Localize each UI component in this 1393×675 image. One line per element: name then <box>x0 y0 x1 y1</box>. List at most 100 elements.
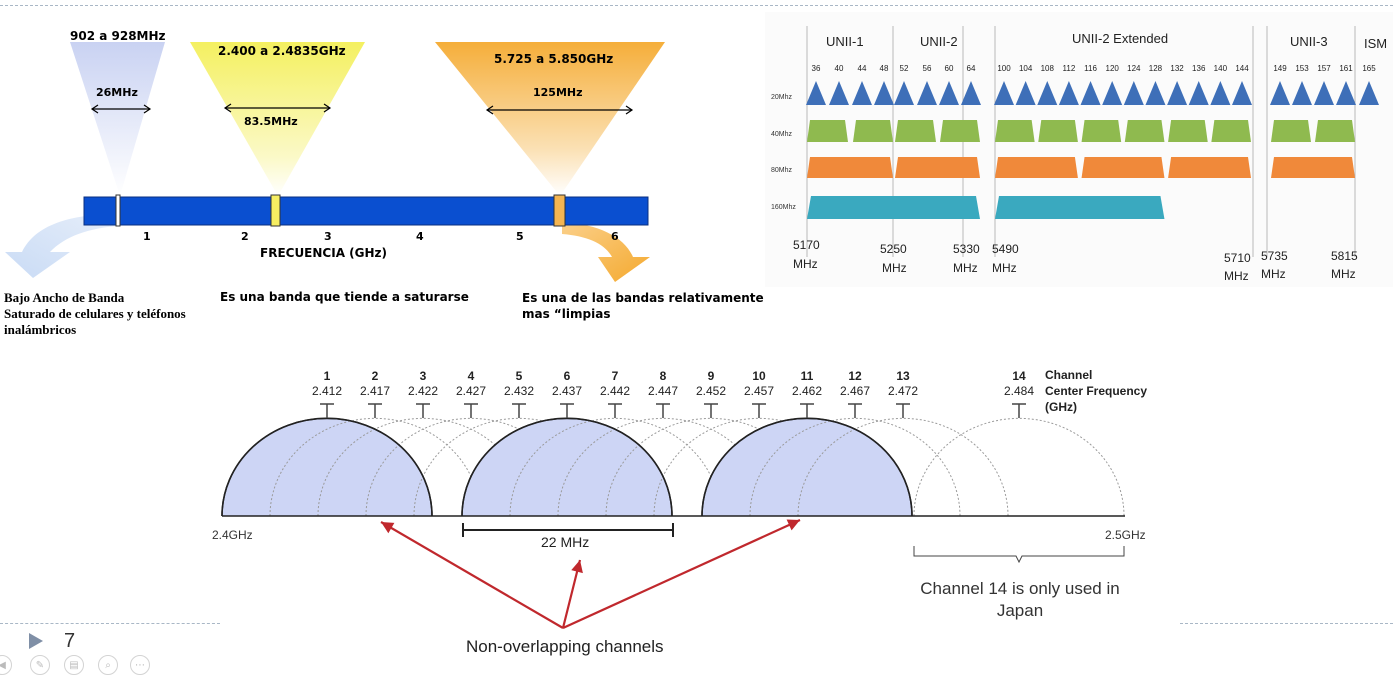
channel-number: 12 <box>848 369 862 383</box>
freq-unit: MHz <box>882 261 907 275</box>
channel-center-frequency: 2.442 <box>600 384 630 398</box>
channel-width-label: 22 MHz <box>541 534 590 550</box>
channel-number: 5 <box>516 369 523 383</box>
channel-40mhz-mark <box>1271 120 1311 142</box>
channel-number-label: 44 <box>858 64 867 73</box>
japan-brace <box>913 546 1125 564</box>
unii-group-label: UNII-1 <box>826 34 864 49</box>
unii-freq-label: 5815 MHz <box>1331 247 1358 283</box>
band-58-width: 125MHz <box>533 86 583 99</box>
band-24-width: 83.5MHz <box>244 115 298 128</box>
channel-20mhz-mark <box>1058 81 1079 105</box>
channel-20mhz-mark <box>806 81 826 105</box>
non-overlap-arrow <box>380 521 564 629</box>
cone-900mhz <box>70 42 165 196</box>
channel-40mhz-mark <box>807 120 848 142</box>
channel-number-label: 48 <box>880 64 889 73</box>
row-label: 80Mhz <box>771 167 793 174</box>
channel-center-frequency: 2.437 <box>552 384 582 398</box>
unii-freq-label: 5330 MHz <box>953 240 980 278</box>
channel-20mhz-mark <box>1188 81 1209 105</box>
channel-number-label: 144 <box>1235 64 1249 73</box>
marker-58 <box>553 194 566 227</box>
channel-20mhz-mark <box>852 81 872 105</box>
channel-number-label: 128 <box>1149 64 1163 73</box>
frequency-bands-diagram <box>5 42 665 282</box>
channel-160mhz-mark <box>807 196 980 219</box>
channel-number: 6 <box>564 369 571 383</box>
note-58-line: mas “limpias <box>522 307 611 321</box>
channel-number-label: 153 <box>1295 64 1309 73</box>
more-options-icon[interactable]: ⋯ <box>130 655 150 675</box>
bottom-dashed-rule-right <box>1180 623 1393 624</box>
channel-center-frequency: 2.452 <box>696 384 726 398</box>
channel-number-label: 116 <box>1084 64 1097 73</box>
channel-center-frequency: 2.467 <box>840 384 870 398</box>
channel-20mhz-mark <box>961 81 981 105</box>
non-overlapping-channel-arc <box>701 417 913 517</box>
channel-number-label: 108 <box>1041 64 1055 73</box>
channel-number-label: 136 <box>1192 64 1206 73</box>
note-58-line: Es una de las bandas relativamente <box>522 291 764 305</box>
pen-icon[interactable]: ✎ <box>30 655 50 675</box>
zoom-icon[interactable]: ⌕ <box>98 655 118 675</box>
band-24-range: 2.400 a 2.4835GHz <box>218 44 346 58</box>
legend-line: Center Frequency <box>1045 384 1148 398</box>
cone-24ghz <box>190 42 365 196</box>
channel-80mhz-mark <box>1081 157 1165 178</box>
channel-20mhz-mark <box>1037 81 1058 105</box>
japan-note-line: Channel 14 is only used in <box>920 579 1120 598</box>
note-900-line: Saturado de celulares y teléfonos <box>4 306 186 321</box>
channel-number-label: 140 <box>1214 64 1228 73</box>
freq-unit: MHz <box>1261 267 1286 281</box>
axis-tick: 3 <box>324 230 332 243</box>
channel-20mhz-mark <box>894 81 914 105</box>
non-overlapping-label: Non-overlapping channels <box>466 637 664 656</box>
axis-label: FRECUENCIA (GHz) <box>260 246 388 260</box>
japan-note-line: Japan <box>996 601 1044 620</box>
non-overlapping-channel-arc <box>221 417 433 517</box>
channel-number-label: 112 <box>1063 64 1076 73</box>
channel-center-frequency: 2.422 <box>408 384 438 398</box>
freq-value: 5330 <box>953 242 980 256</box>
channel-number: 14 <box>1012 369 1026 383</box>
channel-20mhz-mark <box>829 81 849 105</box>
width-arrow-900 <box>90 104 152 114</box>
wifi-channel-diagram: 12.41222.41732.42242.42752.43262.43772.4… <box>221 369 1125 630</box>
freq-value: 5735 <box>1261 249 1288 263</box>
unii-freq-label: 5735 MHz <box>1261 247 1288 283</box>
freq-value: 5710 <box>1224 251 1251 265</box>
channel-number-label: 120 <box>1106 64 1120 73</box>
channel-number: 13 <box>896 369 910 383</box>
channel-number: 3 <box>420 369 427 383</box>
channel-number-label: 52 <box>900 64 909 73</box>
channel-number-label: 56 <box>923 64 932 73</box>
note-900-line: inalámbricos <box>4 322 77 337</box>
unii-group-label: UNII-3 <box>1290 34 1328 49</box>
channel-20mhz-mark <box>1123 81 1144 105</box>
channel-number-label: 157 <box>1317 64 1331 73</box>
channel-number: 10 <box>752 369 766 383</box>
channel-20mhz-mark <box>994 81 1014 105</box>
bottom-dashed-rule-left <box>0 623 220 624</box>
channel-number-label: 36 <box>812 64 821 73</box>
channel-number: 1 <box>324 369 331 383</box>
channel-center-frequency: 2.432 <box>504 384 534 398</box>
slide-number: 7 <box>64 630 76 652</box>
row-label: 20Mhz <box>771 94 793 101</box>
channel-20mhz-mark <box>1336 81 1356 105</box>
channel-40mhz-mark <box>1038 120 1078 142</box>
channel-20mhz-mark <box>1145 81 1166 105</box>
channel-center-frequency: 2.472 <box>888 384 918 398</box>
unii-group-label: UNII-2 <box>920 34 958 49</box>
end-freq-label: 2.5GHz <box>1105 528 1146 542</box>
freq-unit: MHz <box>953 261 978 275</box>
channel-20mhz-mark <box>1102 81 1123 105</box>
slides-icon[interactable]: ▤ <box>64 655 84 675</box>
top-dashed-rule <box>0 5 1393 6</box>
freq-unit: MHz <box>1224 269 1249 283</box>
freq-unit: MHz <box>992 261 1017 275</box>
freq-value: 5170 <box>793 238 820 252</box>
channel-center-frequency: 2.484 <box>1004 384 1034 398</box>
channel-80mhz-mark <box>995 157 1078 178</box>
